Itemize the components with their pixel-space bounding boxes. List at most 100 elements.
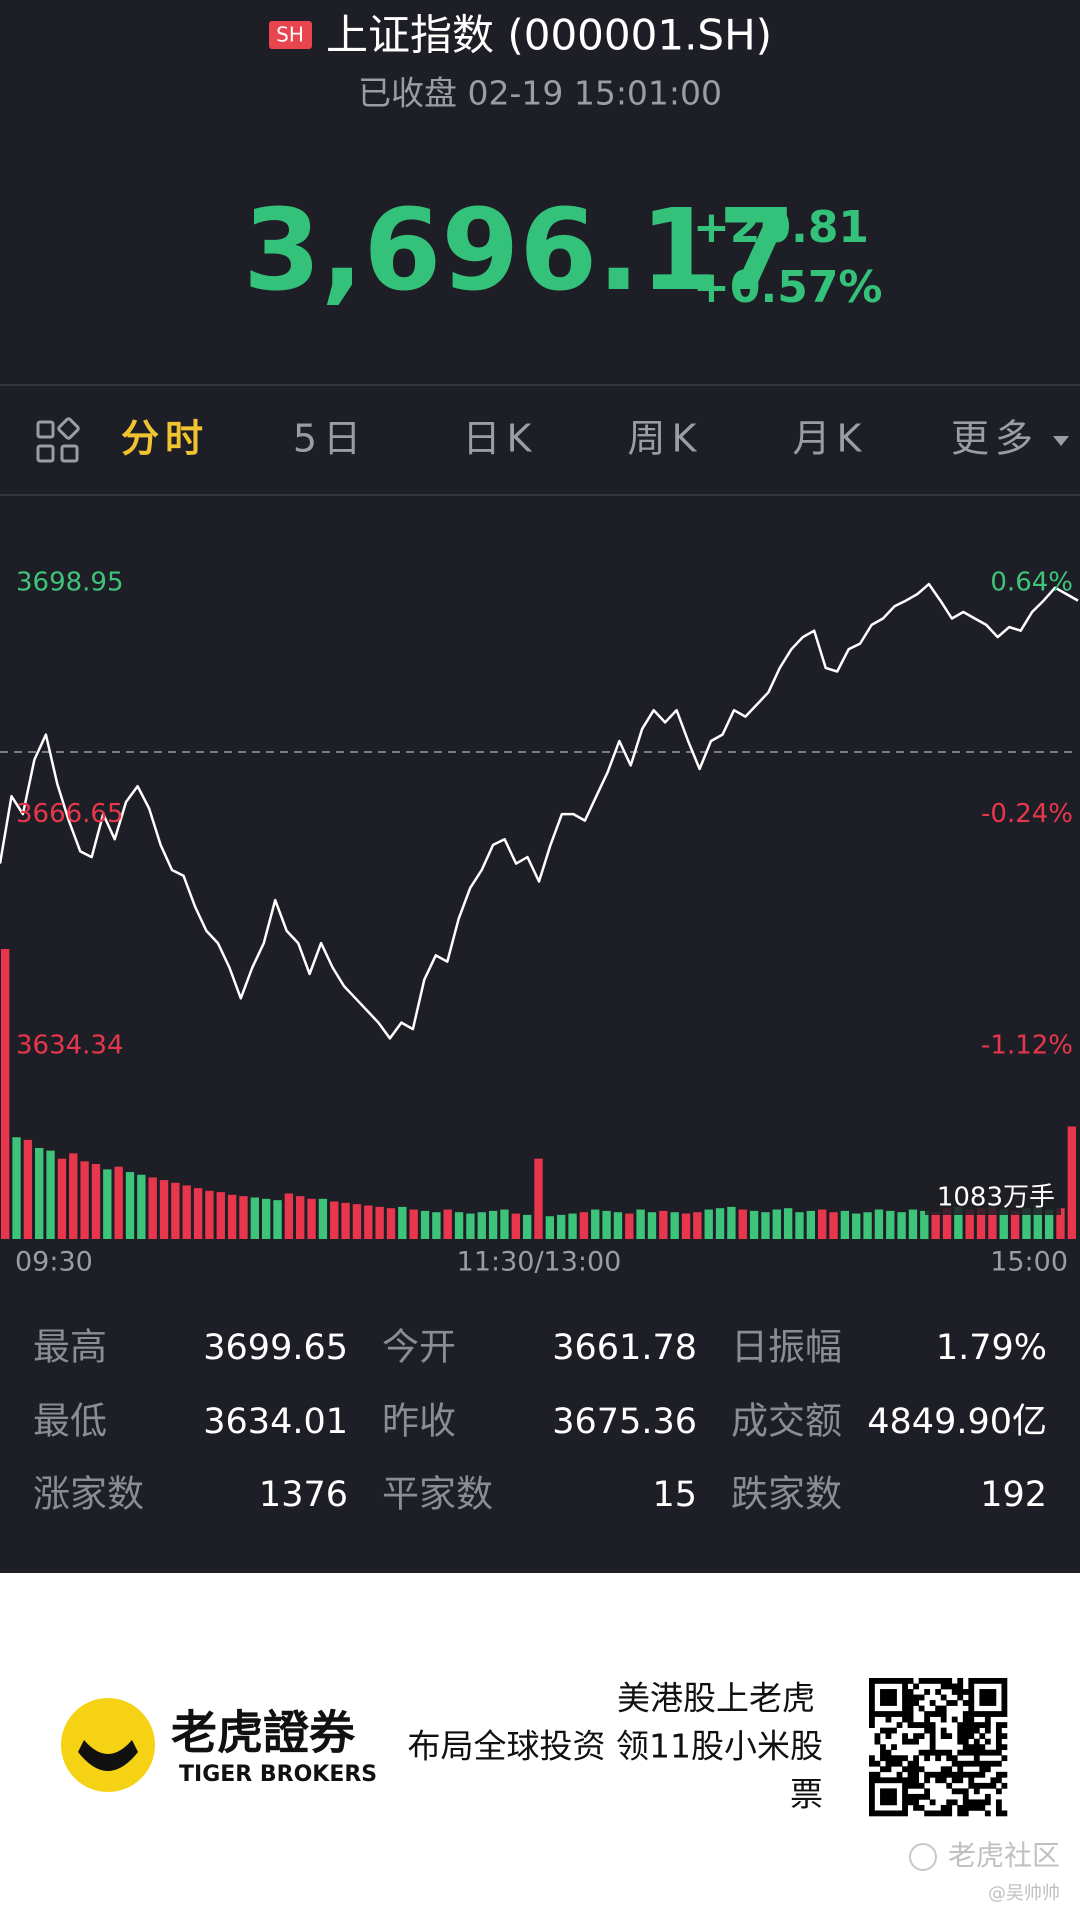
stat-label: 成交额 — [731, 1400, 842, 1443]
qr-cell — [995, 1733, 1002, 1740]
qr-cell — [924, 1722, 931, 1728]
qr-cell — [929, 1711, 936, 1717]
qr-cell — [1001, 1771, 1008, 1778]
qr-cell — [1001, 1700, 1008, 1706]
volume-bar — [466, 1213, 475, 1239]
qr-cell — [902, 1694, 908, 1701]
volume-label-bg — [925, 1181, 1061, 1215]
period-tab[interactable]: 周K — [628, 417, 703, 461]
qr-cell — [902, 1705, 908, 1712]
qr-cell — [968, 1700, 975, 1706]
qr-cell — [979, 1804, 986, 1811]
qr-cell — [924, 1749, 931, 1756]
qr-cell — [902, 1777, 908, 1784]
period-tab[interactable]: 5日 — [293, 417, 367, 461]
qr-cell — [962, 1788, 969, 1795]
qr-cell — [984, 1722, 991, 1728]
volume-bar — [443, 1209, 452, 1239]
volume-bar — [1067, 1126, 1076, 1239]
layout-icon[interactable] — [36, 417, 80, 463]
qr-cell — [885, 1810, 892, 1817]
volume-bar — [976, 1208, 986, 1239]
qr-cell — [907, 1771, 914, 1778]
qr-cell — [957, 1766, 964, 1773]
qr-cell — [907, 1738, 914, 1745]
volume-bar — [636, 1209, 645, 1239]
qr-cell — [973, 1711, 980, 1717]
qr-cell — [907, 1766, 914, 1773]
volume-bar — [670, 1212, 679, 1239]
qr-cell — [995, 1711, 1002, 1717]
qr-cell — [896, 1777, 903, 1784]
qr-cell — [885, 1788, 892, 1795]
qr-cell — [968, 1804, 975, 1811]
qr-cell — [880, 1711, 886, 1717]
qr-cell — [990, 1760, 997, 1767]
qr-cell — [957, 1694, 964, 1701]
qr-cell — [984, 1782, 991, 1789]
volume-bar — [829, 1212, 838, 1239]
qr-cell — [869, 1716, 875, 1723]
qr-cell — [962, 1804, 969, 1811]
volume-bar — [659, 1210, 668, 1239]
volume-bar — [886, 1210, 895, 1239]
qr-cell — [962, 1689, 969, 1695]
qr-cell — [957, 1689, 964, 1695]
logo-stripes — [78, 1740, 138, 1771]
qr-cell — [951, 1799, 958, 1806]
period-tab[interactable]: 月K — [793, 417, 868, 461]
qr-cell — [957, 1777, 964, 1784]
volume-bar — [863, 1212, 872, 1239]
qr-cell — [896, 1678, 903, 1684]
volume-bar — [114, 1166, 123, 1239]
volume-bar — [647, 1212, 657, 1239]
qr-cell — [995, 1760, 1002, 1767]
period-tab[interactable]: 更多 — [951, 417, 1039, 461]
qr-cell — [973, 1755, 980, 1762]
dropdown-arrow[interactable] — [1053, 436, 1069, 446]
qr-cell — [907, 1760, 914, 1767]
qr-cell — [902, 1799, 908, 1806]
qr-cell — [896, 1760, 903, 1767]
qr-cell — [902, 1711, 908, 1717]
qr-cell — [973, 1744, 980, 1751]
qr-cell — [891, 1788, 897, 1795]
qr-cell — [896, 1810, 903, 1817]
volume-bar — [579, 1212, 589, 1239]
qr-cell — [913, 1793, 919, 1800]
qr-cell — [940, 1733, 947, 1740]
qr-cell — [962, 1733, 969, 1740]
period-tab[interactable]: 日K — [463, 417, 538, 461]
qr-cell — [962, 1738, 969, 1745]
qr-cell — [968, 1727, 975, 1734]
volume-bar — [432, 1212, 441, 1239]
market-status: 已收盘 02-19 15:01:00 — [358, 74, 722, 113]
period-tab[interactable]: 分时 — [121, 417, 209, 461]
qr-cell — [918, 1733, 925, 1740]
qr-cell — [940, 1766, 947, 1773]
qr-cell — [885, 1733, 892, 1740]
qr-cell — [913, 1804, 919, 1811]
volume-bar — [284, 1193, 294, 1239]
qr-cell — [946, 1771, 953, 1778]
qr-cell — [984, 1793, 991, 1800]
volume-bar — [46, 1150, 55, 1239]
stat-label: 最低 — [33, 1400, 107, 1443]
qr-cell — [973, 1771, 980, 1778]
qr-cell — [907, 1799, 914, 1806]
qr-cell — [940, 1683, 947, 1690]
volume-bar — [613, 1212, 623, 1239]
qr-cell — [940, 1749, 947, 1756]
qr-cell — [924, 1788, 931, 1795]
qr-cell — [957, 1804, 964, 1811]
volume-bar — [296, 1196, 305, 1239]
qr-cell — [929, 1744, 936, 1751]
volume-bar — [852, 1213, 861, 1239]
qr-cell — [874, 1771, 881, 1778]
qr-cell — [874, 1810, 881, 1817]
qr-cell — [962, 1722, 969, 1728]
stat-label: 跌家数 — [731, 1473, 842, 1516]
qr-cell — [913, 1771, 919, 1778]
qr-cell — [918, 1766, 925, 1773]
qr-cell — [957, 1733, 964, 1740]
